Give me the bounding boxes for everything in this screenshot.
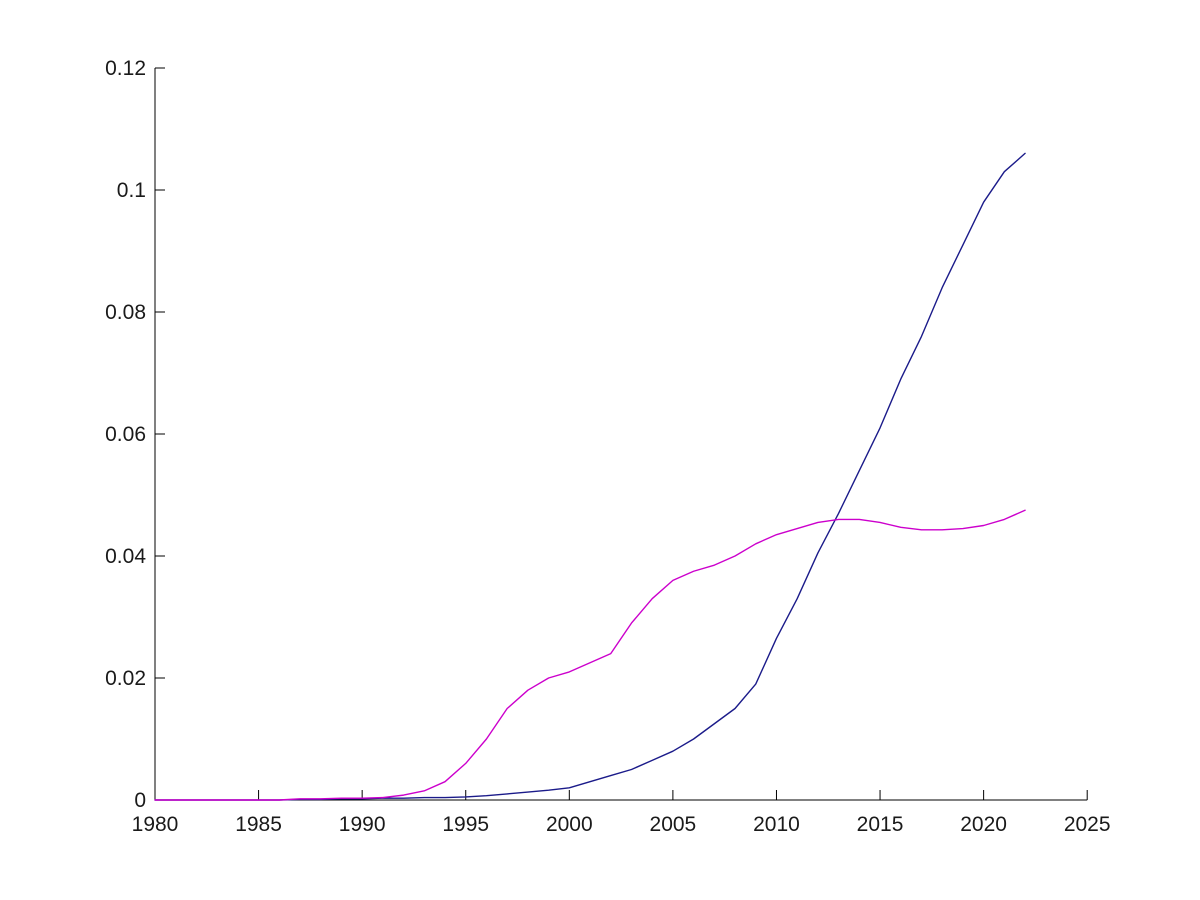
y-tick-label: 0.06: [105, 423, 146, 446]
axes-layer: [154, 67, 1088, 801]
series-layer: [154, 152, 1026, 801]
x-tick-label: 2005: [650, 813, 697, 836]
y-tick-label: 0: [134, 789, 146, 812]
y-tick-label: 0.02: [105, 667, 146, 690]
x-tick-label: 2020: [960, 813, 1007, 836]
y-tick-label: 0.04: [105, 545, 146, 568]
y-tick-label: 0.08: [105, 301, 146, 324]
x-tick-label: 2000: [546, 813, 593, 836]
x-tick-label: 1995: [442, 813, 489, 836]
x-tick-label: 1990: [339, 813, 386, 836]
x-tick-label: 2025: [1064, 813, 1111, 836]
x-tick-label: 2010: [753, 813, 800, 836]
navy-line: [154, 152, 1026, 801]
x-tick-label: 1980: [132, 813, 179, 836]
y-tick-label: 0.1: [117, 179, 146, 202]
magenta-line: [154, 509, 1026, 801]
x-tick-label: 2015: [857, 813, 904, 836]
labels-layer: 1980 1985 1990 1995 2000 2005 2010 2015 2020 2025…: [105, 57, 1110, 836]
y-tick-label: 0.12: [105, 57, 146, 80]
x-tick-label: 1985: [235, 813, 282, 836]
